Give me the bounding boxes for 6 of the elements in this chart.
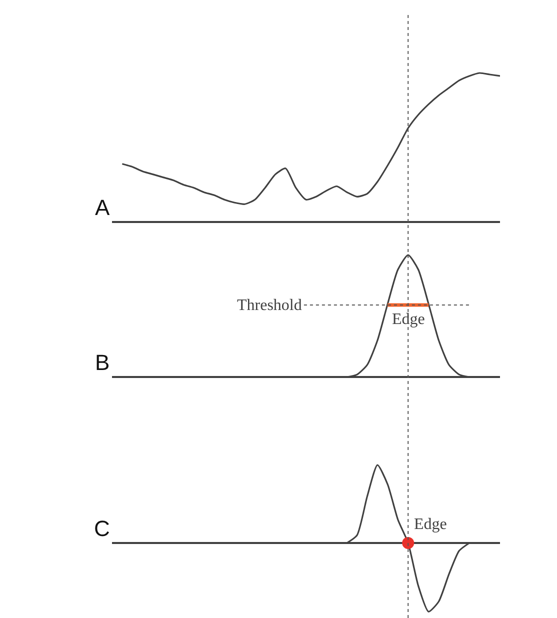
text: A — [95, 195, 110, 220]
ref-line-label: Threshold — [237, 297, 302, 314]
text: C — [94, 516, 110, 541]
annotation: Edge — [414, 516, 447, 533]
annotation: Edge — [392, 311, 425, 328]
text: B — [95, 350, 110, 375]
